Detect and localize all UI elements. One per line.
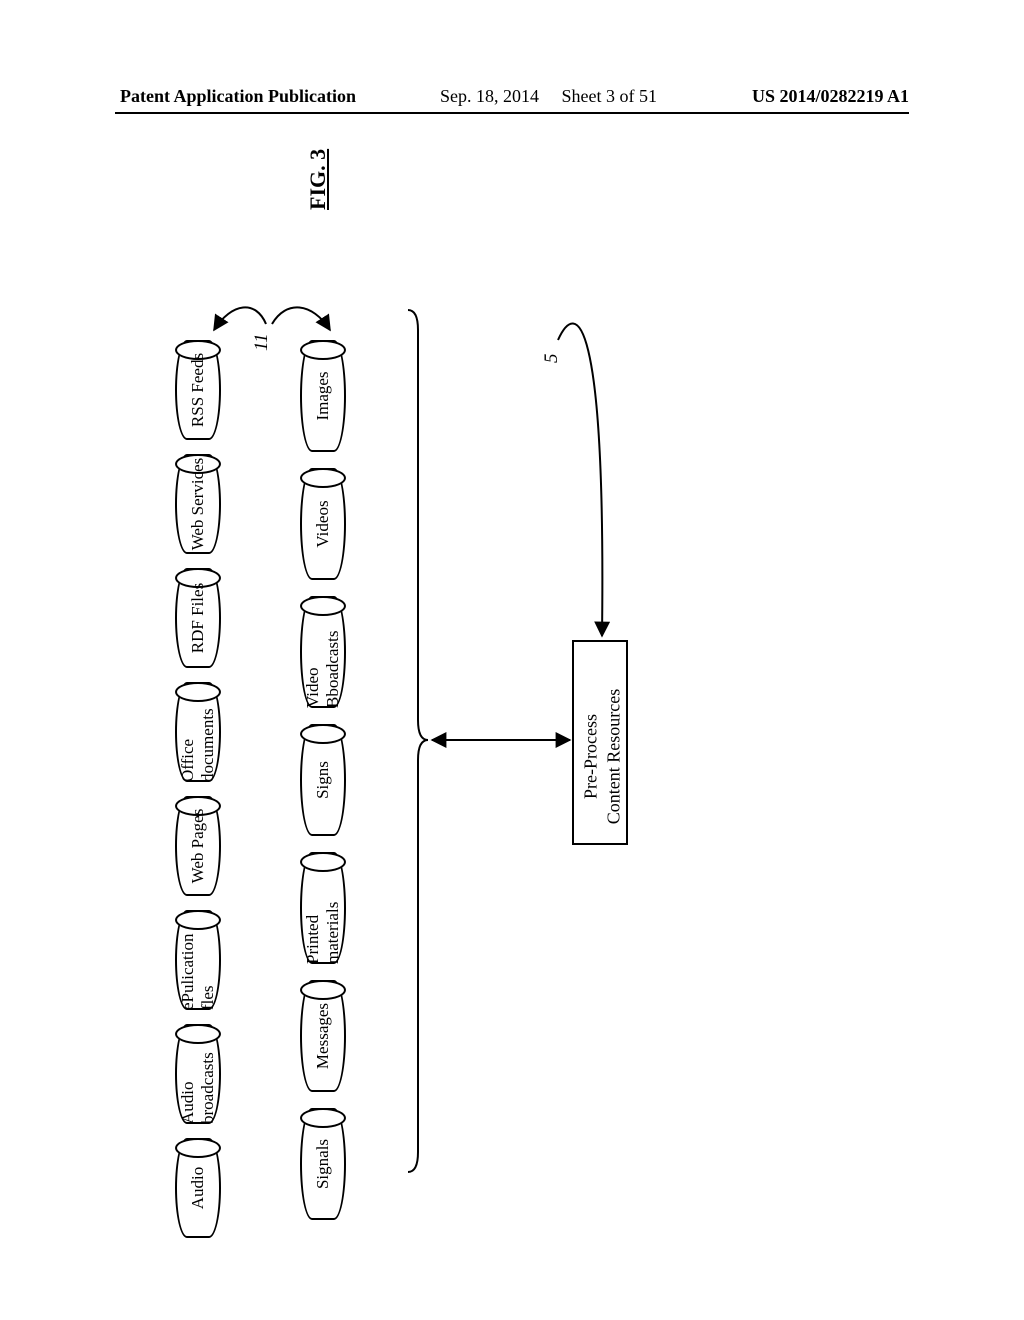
cylinder-col2-6-label: Signals [300, 1108, 346, 1220]
cylinder-col2-2: Video Bboadcasts [300, 596, 346, 708]
cylinder-col1-3-label: Office documents [175, 682, 221, 782]
cylinder-col2-5-label: Messages [300, 980, 346, 1092]
figure-label: FIG. 3 [305, 149, 331, 210]
header-sheet: Sheet 3 of 51 [562, 86, 657, 106]
cylinder-col2-5: Messages [300, 980, 346, 1092]
header-left: Patent Application Publication [120, 86, 356, 107]
cylinder-col2-0-label: Images [300, 340, 346, 452]
cylinder-col1-7-label: Audio [175, 1138, 221, 1238]
cylinder-col1-3: Office documents [175, 682, 221, 782]
cylinder-col2-0: Images [300, 340, 346, 452]
brace-icon [408, 310, 428, 1172]
cylinder-col1-7: Audio [175, 1138, 221, 1238]
leader-11b [272, 307, 330, 330]
refnum-5: 5 [541, 354, 563, 364]
cylinder-col2-1: Videos [300, 468, 346, 580]
cylinder-col1-4-label: Web Pages [175, 796, 221, 896]
cylinder-col2-6: Signals [300, 1108, 346, 1220]
cylinder-col1-2-label: RDF Files [175, 568, 221, 668]
cylinder-col2-2-label: Video Bboadcasts [300, 596, 346, 708]
cylinder-col1-1-label: Web Services [175, 454, 221, 554]
cylinder-col1-5: ePulication fles [175, 910, 221, 1010]
leader-5 [558, 324, 602, 636]
diagram-overlay-svg [0, 0, 1024, 1320]
process-box: Pre-Process Content Resources [572, 640, 628, 845]
cylinder-col1-2: RDF Files [175, 568, 221, 668]
cylinder-col1-0: RSS Feeds [175, 340, 221, 440]
refnum-11: 11 [251, 333, 273, 351]
cylinder-col2-3: Signs [300, 724, 346, 836]
header-center: Sep. 18, 2014 Sheet 3 of 51 [440, 86, 657, 107]
process-line1: Pre-Process [581, 714, 601, 799]
cylinder-col1-5-label: ePulication fles [175, 910, 221, 1010]
header-right: US 2014/0282219 A1 [752, 86, 909, 107]
cylinder-col2-1-label: Videos [300, 468, 346, 580]
process-line2: Content Resources [603, 689, 623, 824]
page-root: Patent Application Publication Sep. 18, … [0, 0, 1024, 1320]
cylinder-col1-4: Web Pages [175, 796, 221, 896]
header-date: Sep. 18, 2014 [440, 86, 539, 106]
cylinder-col1-6-label: Audio broadcasts [175, 1024, 221, 1124]
leader-11 [214, 307, 266, 330]
cylinder-col2-4-label: Printed materials [300, 852, 346, 964]
header-rule [115, 112, 909, 114]
cylinder-col1-6: Audio broadcasts [175, 1024, 221, 1124]
process-label: Pre-Process Content Resources [580, 682, 625, 832]
cylinder-col2-3-label: Signs [300, 724, 346, 836]
cylinder-col1-1: Web Services [175, 454, 221, 554]
cylinder-col2-4: Printed materials [300, 852, 346, 964]
cylinder-col1-0-label: RSS Feeds [175, 340, 221, 440]
